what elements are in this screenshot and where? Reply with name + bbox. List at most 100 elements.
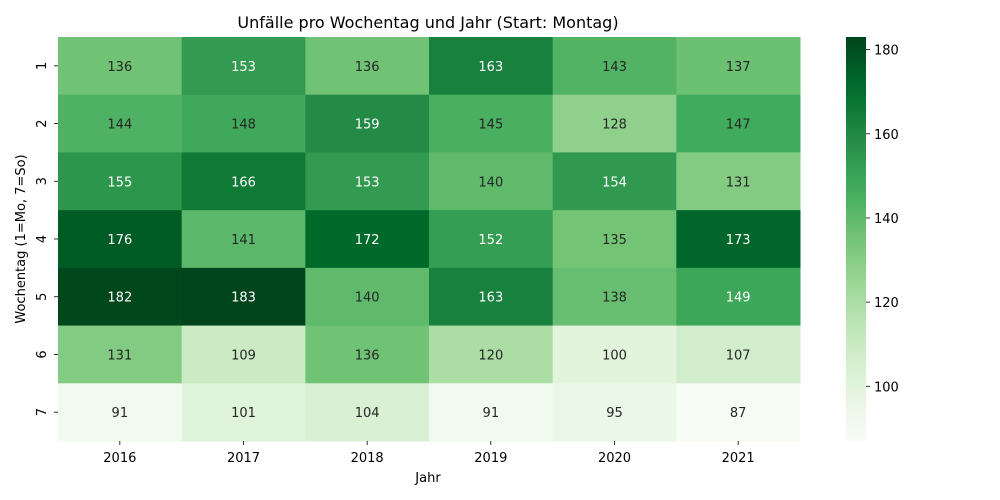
x-tick-label: 2019 [474,451,507,466]
heatmap-cell [181,383,306,442]
cell-value-label: 120 [478,348,503,363]
heatmap-cell [676,210,801,269]
cell-value-label: 147 [726,118,751,133]
x-tick-label: 2021 [722,451,755,466]
heatmap-cell [676,152,801,211]
colorbar-tick-label: 120 [874,296,899,311]
cell-value-label: 173 [726,233,751,248]
heatmap-cell [429,383,554,442]
cell-value-label: 149 [726,291,751,306]
cell-value-label: 136 [355,348,380,363]
heatmap-cell [552,37,677,96]
cell-value-label: 148 [231,118,256,133]
heatmap-cell [429,152,554,211]
heatmap-cell [305,94,430,153]
x-tick-label: 2016 [103,451,136,466]
cell-value-label: 109 [231,348,256,363]
heatmap-cell [305,325,430,384]
colorbar-tick-label: 160 [874,128,899,143]
heatmap-cell [429,210,554,269]
heatmap-cell [58,94,183,153]
cell-value-label: 104 [355,406,380,421]
colorbar [846,37,866,441]
cell-value-label: 138 [602,291,627,306]
heatmap-cell [305,210,430,269]
heatmap-cell [181,210,306,269]
heatmap-cell [58,37,183,96]
cell-value-label: 144 [107,118,132,133]
cell-value-label: 141 [231,233,256,248]
cell-value-label: 172 [355,233,380,248]
heatmap-cell [429,37,554,96]
x-axis-ticks: 2016 2017 2018 2019 2020 2021 [103,441,755,466]
heatmap-cell [181,267,306,327]
heatmap-cell [305,383,430,442]
y-tick-label: 5 [35,293,50,301]
cell-value-label: 183 [231,291,256,306]
cell-value-label: 135 [602,233,627,248]
x-tick-label: 2018 [351,451,384,466]
cell-value-label: 159 [355,118,380,133]
cell-value-label: 87 [730,406,747,421]
cell-value-label: 155 [107,175,132,190]
heatmap-cell [552,210,677,269]
y-tick-label: 6 [35,350,50,358]
heatmap-cell [58,267,183,327]
y-tick-label: 2 [35,119,50,127]
chart-title: Unfälle pro Wochentag und Jahr (Start: M… [237,13,618,32]
y-axis-label: Wochentag (1=Mo, 7=So) [14,154,29,323]
x-tick-label: 2017 [227,451,260,466]
heatmap-cell [429,325,554,384]
colorbar-tick-label: 100 [874,380,899,395]
heatmap-cells: 136 153 136 163 143 137 144 148 159 145 128 147 155 1… [58,37,801,442]
cell-value-label: 131 [726,175,751,190]
heatmap-cell [429,94,554,153]
heatmap-cell [676,94,801,153]
heatmap-cell [181,37,306,96]
heatmap-cell [676,383,801,442]
heatmap-cell [305,37,430,96]
cell-value-label: 152 [478,233,503,248]
heatmap-cell [552,383,677,442]
cell-value-label: 182 [107,291,132,306]
heatmap-cell [552,325,677,384]
y-axis-ticks: 1 2 3 4 5 6 7 [35,62,58,416]
y-tick-label: 7 [35,408,50,416]
heatmap-cell [552,152,677,211]
cell-value-label: 91 [483,406,500,421]
heatmap-cell [181,94,306,153]
cell-value-label: 140 [478,175,503,190]
heatmap-cell [552,94,677,153]
cell-value-label: 128 [602,118,627,133]
cell-value-label: 163 [478,291,503,306]
cell-value-label: 140 [355,291,380,306]
colorbar-tick-label: 140 [874,212,899,227]
x-axis-label: Jahr [414,471,441,486]
heatmap-cell [181,325,306,384]
cell-value-label: 91 [112,406,129,421]
heatmap-cell [676,37,801,96]
cell-value-label: 107 [726,348,751,363]
heatmap-cell [305,152,430,211]
heatmap-cell [181,152,306,211]
cell-value-label: 145 [478,118,503,133]
cell-value-label: 101 [231,406,256,421]
cell-value-label: 136 [107,60,132,75]
heatmap-cell [429,267,554,327]
y-tick-label: 1 [35,62,50,70]
heatmap-cell [58,210,183,269]
y-tick-label: 4 [35,235,50,243]
colorbar-tick-label: 180 [874,44,899,59]
cell-value-label: 143 [602,60,627,75]
cell-value-label: 176 [107,233,132,248]
cell-value-label: 131 [107,348,132,363]
y-tick-label: 3 [35,177,50,185]
heatmap-cell [552,267,677,327]
heatmap-cell [58,383,183,442]
cell-value-label: 137 [726,60,751,75]
heatmap-cell [305,267,430,327]
heatmap-cell [676,267,801,327]
cell-value-label: 95 [606,406,623,421]
heatmap-cell [58,325,183,384]
cell-value-label: 163 [478,60,503,75]
